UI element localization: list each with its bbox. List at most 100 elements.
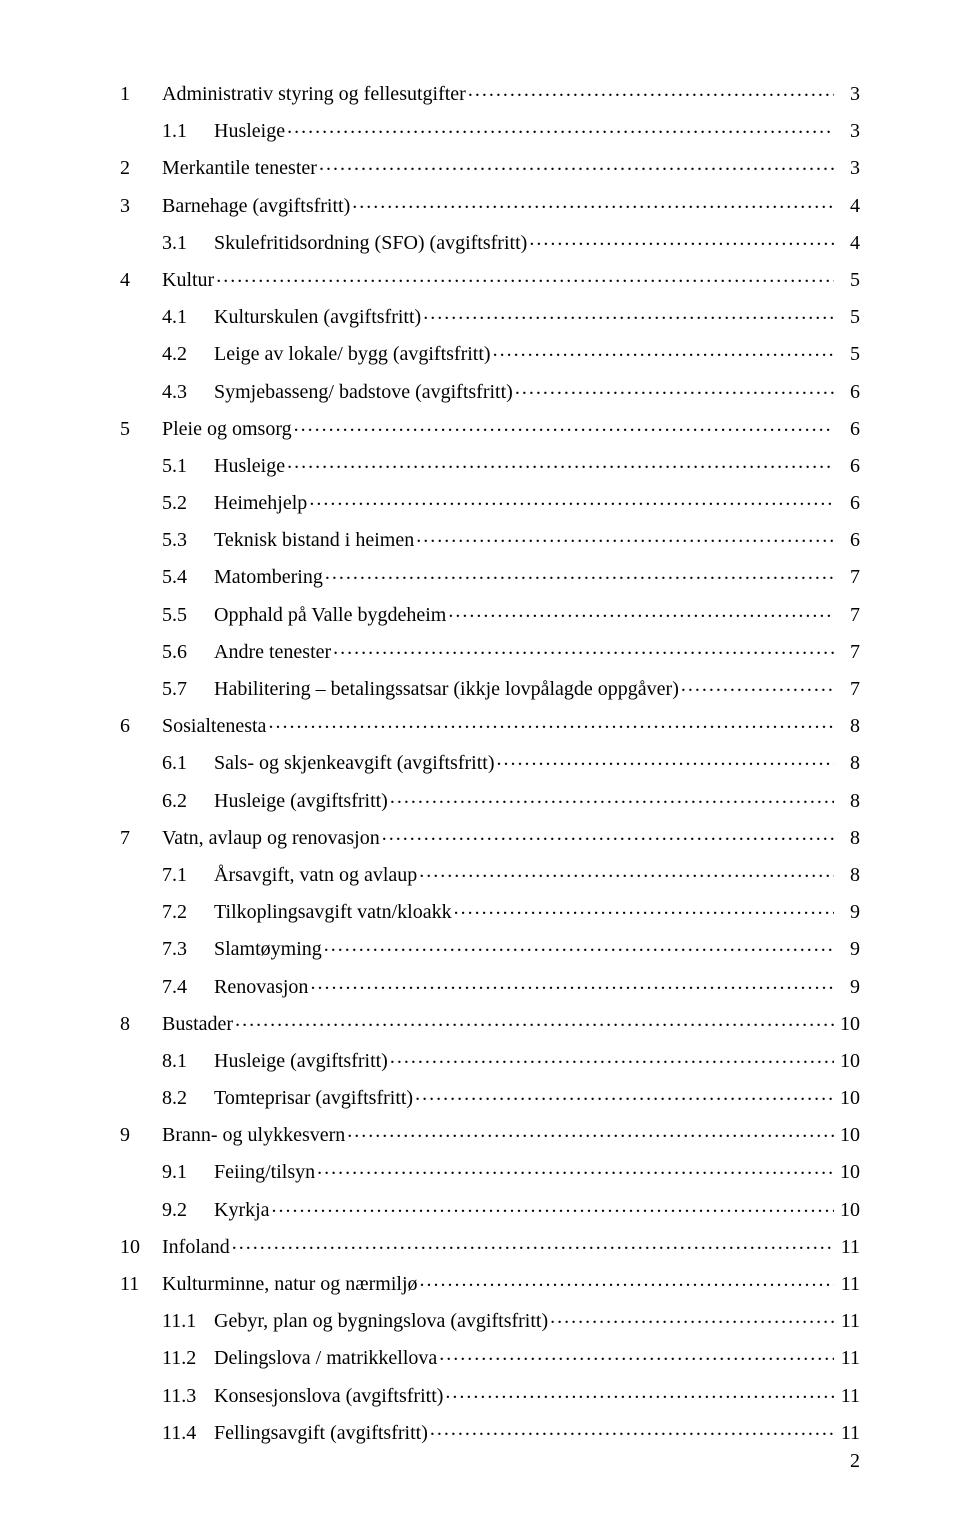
toc-entry: 5.4Matombering7 [162, 563, 860, 587]
toc-leader-dots [325, 563, 834, 583]
toc-entry-page: 8 [836, 716, 860, 736]
toc-entry-page: 11 [836, 1423, 860, 1443]
toc-entry: 7Vatn, avlaup og renovasjon 8 [120, 824, 860, 848]
toc-entry-number: 7 [120, 828, 162, 848]
toc-entry: 1Administrativ styring og fellesutgifter… [120, 80, 860, 104]
toc-entry-title: Habilitering – betalingssatsar (ikkje lo… [214, 679, 679, 699]
toc-leader-dots [419, 861, 834, 881]
toc-entry-page: 10 [836, 1162, 860, 1182]
toc-entry-title: Barnehage (avgiftsfritt) [162, 196, 350, 216]
toc-entry-title: Slamtøyming [214, 939, 322, 959]
toc-leader-dots [448, 601, 834, 621]
toc-entry-page: 5 [836, 344, 860, 364]
toc-leader-dots [317, 1158, 834, 1178]
toc-leader-dots [309, 489, 834, 509]
toc-entry-page: 6 [836, 456, 860, 476]
toc-entry-title: Kulturskulen (avgiftsfritt) [214, 307, 421, 327]
toc-entry-title: Tomteprisar (avgiftsfritt) [214, 1088, 413, 1108]
toc-entry-number: 5.1 [162, 456, 214, 476]
toc-entry-title: Kulturminne, natur og nærmiljø [162, 1274, 418, 1294]
toc-entry-number: 6 [120, 716, 162, 736]
toc-entry-title: Husleige [214, 121, 285, 141]
toc-entry-page: 6 [836, 493, 860, 513]
toc-leader-dots [235, 1010, 834, 1030]
toc-leader-dots [430, 1419, 834, 1439]
toc-entry-number: 11 [120, 1274, 162, 1294]
toc-entry: 6.1Sals- og skjenkeavgift (avgiftsfritt)… [162, 749, 860, 773]
toc-leader-dots [287, 117, 834, 137]
toc-leader-dots [550, 1307, 834, 1327]
toc-leader-dots [497, 749, 835, 769]
toc-entry-page: 8 [836, 828, 860, 848]
toc-entry-number: 11.3 [162, 1386, 214, 1406]
toc-entry-number: 5.2 [162, 493, 214, 513]
toc-entry-number: 7.4 [162, 977, 214, 997]
toc-entry-page: 10 [836, 1088, 860, 1108]
toc-entry-number: 5 [120, 419, 162, 439]
toc-entry-number: 11.4 [162, 1423, 214, 1443]
toc-leader-dots [423, 303, 834, 323]
toc-entry-number: 6.1 [162, 753, 214, 773]
toc-entry-title: Teknisk bistand i heimen [214, 530, 414, 550]
toc-entry-page: 5 [836, 270, 860, 290]
toc-entry-page: 9 [836, 939, 860, 959]
toc-leader-dots [347, 1121, 834, 1141]
toc-leader-dots [232, 1233, 834, 1253]
toc-leader-dots [268, 712, 834, 732]
toc-entry-number: 10 [120, 1237, 162, 1257]
toc-entry-number: 5.3 [162, 530, 214, 550]
toc-leader-dots [352, 192, 834, 212]
toc-entry: 3Barnehage (avgiftsfritt)4 [120, 192, 860, 216]
toc-entry: 8Bustader10 [120, 1010, 860, 1034]
toc-leader-dots [415, 1084, 834, 1104]
toc-entry-number: 1 [120, 84, 162, 104]
toc-entry-title: Sals- og skjenkeavgift (avgiftsfritt) [214, 753, 495, 773]
toc-entry-page: 6 [836, 382, 860, 402]
toc-entry: 8.1Husleige (avgiftsfritt)10 [162, 1047, 860, 1071]
toc-entry-number: 2 [120, 158, 162, 178]
toc-entry-number: 9.2 [162, 1200, 214, 1220]
toc-entry: 2Merkantile tenester3 [120, 154, 860, 178]
toc-entry-title: Vatn, avlaup og renovasjon [162, 828, 380, 848]
toc-entry-page: 7 [836, 679, 860, 699]
toc-leader-dots [445, 1382, 834, 1402]
toc-entry-page: 6 [836, 419, 860, 439]
toc-entry-page: 7 [836, 642, 860, 662]
page-number: 2 [850, 1450, 860, 1473]
toc-entry: 4Kultur5 [120, 266, 860, 290]
toc-entry: 9Brann- og ulykkesvern10 [120, 1121, 860, 1145]
toc-entry: 4.1Kulturskulen (avgiftsfritt)5 [162, 303, 860, 327]
toc-entry: 5.2Heimehjelp6 [162, 489, 860, 513]
toc-entry: 5.7Habilitering – betalingssatsar (ikkje… [162, 675, 860, 699]
toc-entry: 5.6Andre tenester7 [162, 638, 860, 662]
toc-entry-title: Delingslova / matrikkellova [214, 1348, 437, 1368]
toc-entry-page: 7 [836, 605, 860, 625]
toc-entry: 5.5Opphald på Valle bygdeheim7 [162, 601, 860, 625]
toc-entry-number: 7.3 [162, 939, 214, 959]
toc-entry-number: 9.1 [162, 1162, 214, 1182]
toc-leader-dots [294, 415, 834, 435]
toc-entry-page: 8 [836, 753, 860, 773]
toc-entry-number: 8 [120, 1014, 162, 1034]
toc-leader-dots [287, 452, 834, 472]
toc-leader-dots [529, 229, 834, 249]
toc-leader-dots [681, 675, 834, 695]
toc-entry: 8.2Tomteprisar (avgiftsfritt)10 [162, 1084, 860, 1108]
toc-entry: 7.3Slamtøyming 9 [162, 935, 860, 959]
toc-entry-page: 8 [836, 865, 860, 885]
toc-entry-page: 5 [836, 307, 860, 327]
toc-leader-dots [390, 1047, 834, 1067]
toc-entry-page: 10 [836, 1014, 860, 1034]
toc-entry-title: Årsavgift, vatn og avlaup [214, 865, 417, 885]
toc-entry-title: Tilkoplingsavgift vatn/kloakk [214, 902, 452, 922]
toc-entry-page: 8 [836, 791, 860, 811]
toc-entry-page: 3 [836, 84, 860, 104]
toc-entry-page: 11 [836, 1274, 860, 1294]
toc-entry-number: 4 [120, 270, 162, 290]
toc-entry-title: Matombering [214, 567, 323, 587]
toc-leader-dots [333, 638, 834, 658]
toc-entry-page: 11 [836, 1311, 860, 1331]
toc-entry-title: Leige av lokale/ bygg (avgiftsfritt) [214, 344, 491, 364]
toc-leader-dots [439, 1344, 834, 1364]
toc-entry-page: 6 [836, 530, 860, 550]
